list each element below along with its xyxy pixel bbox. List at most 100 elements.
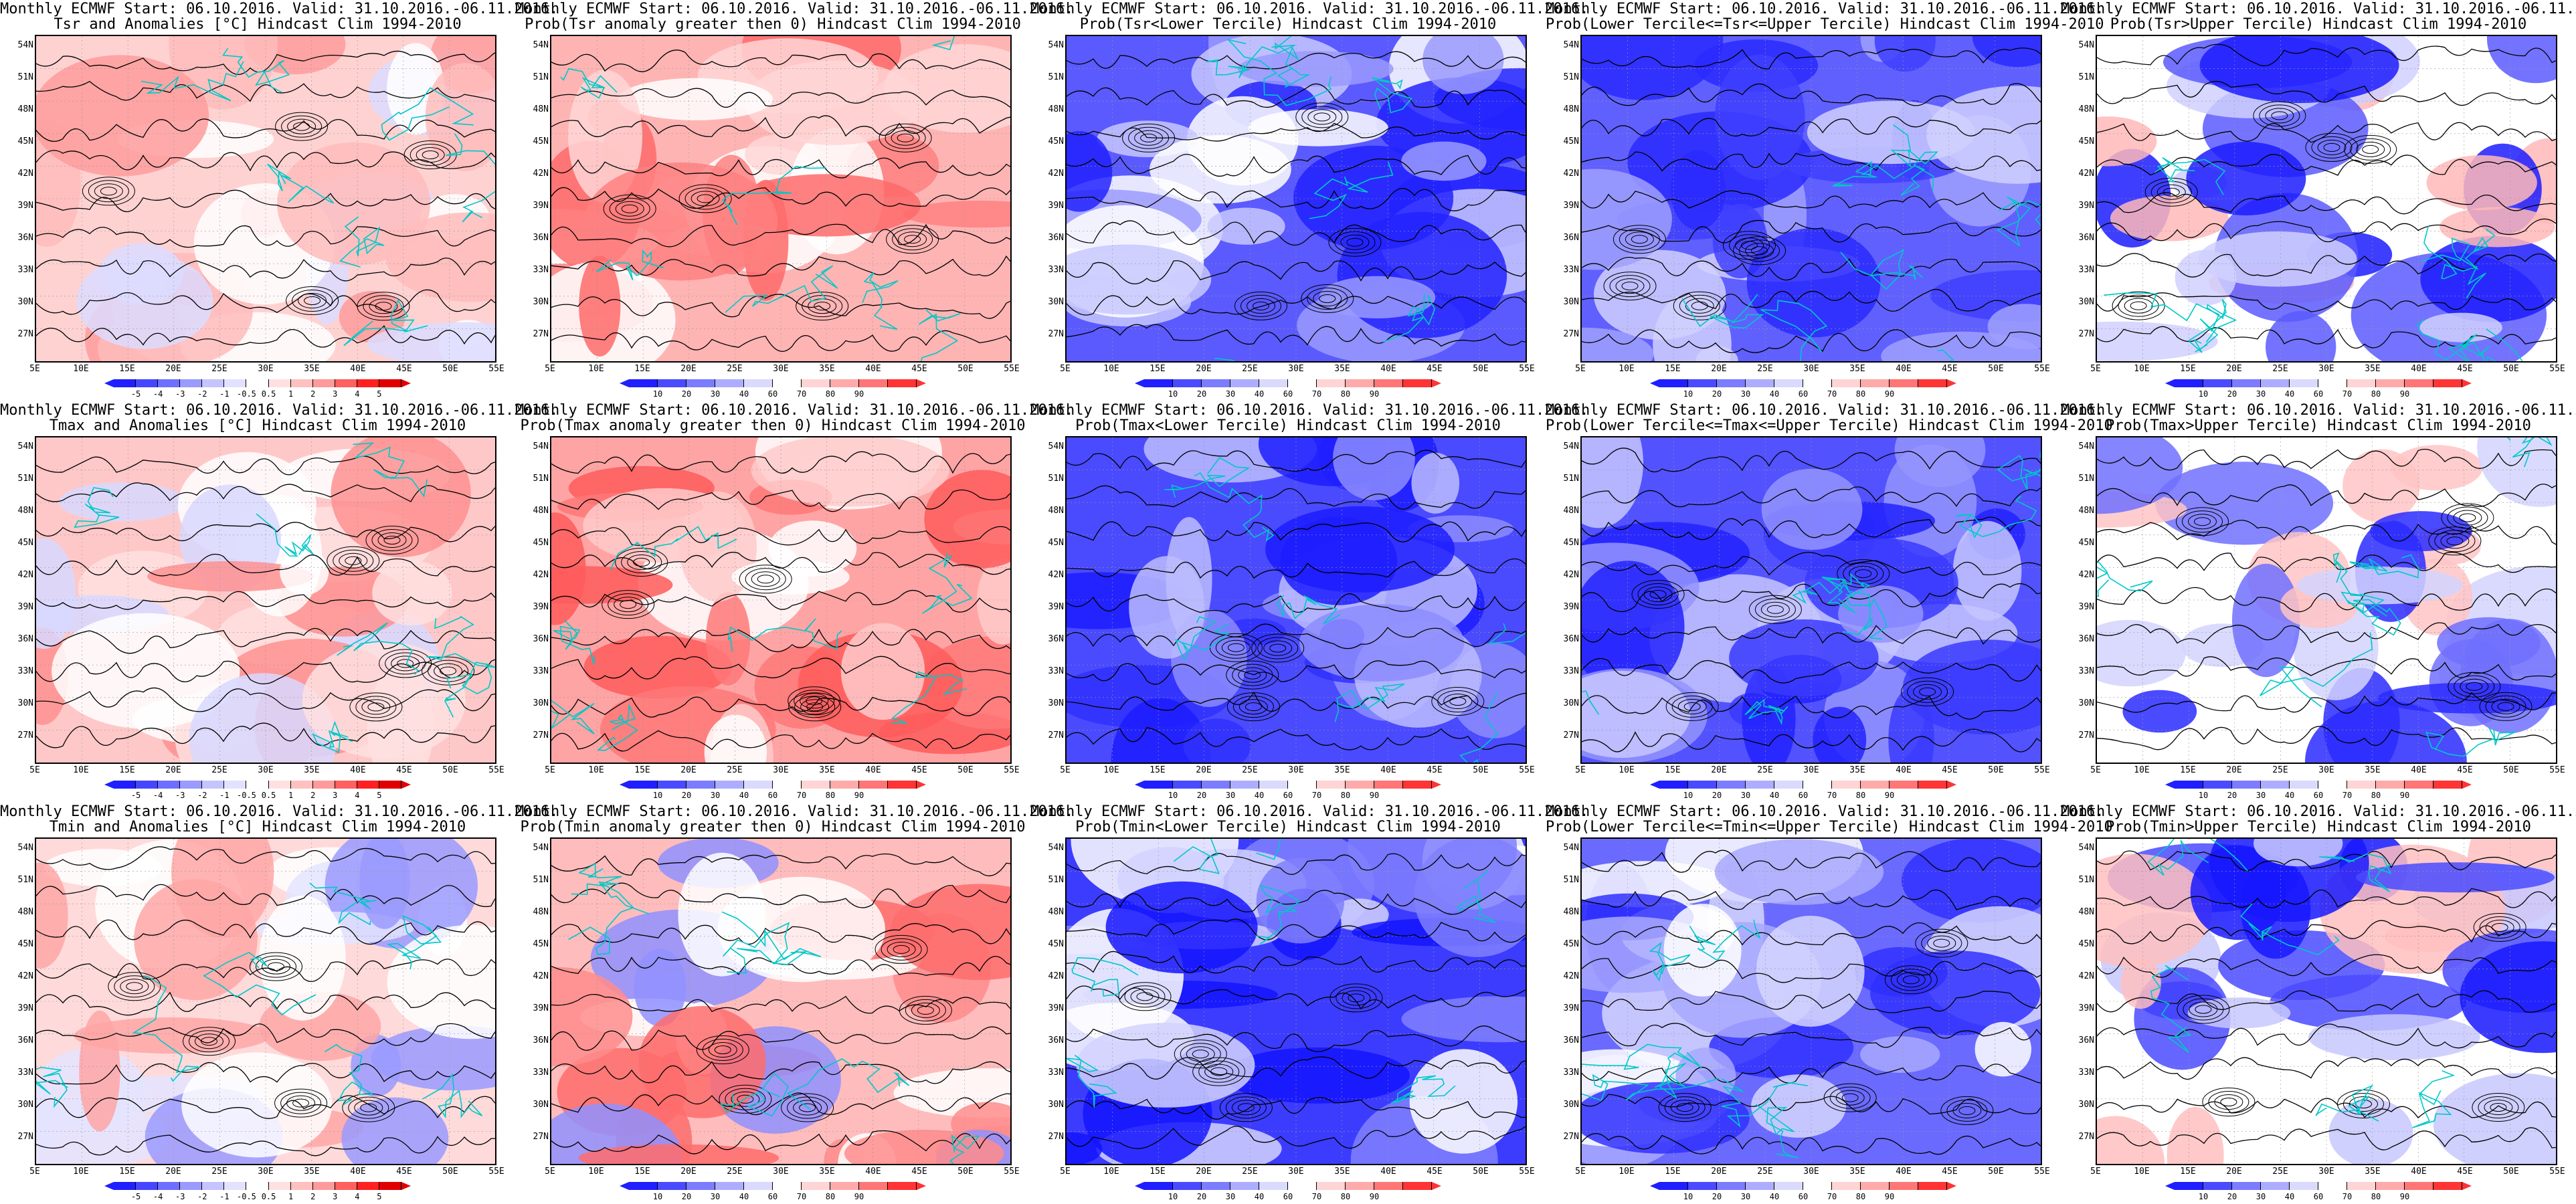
panel-title-line1: Monthly ECMWF Start: 06.10.2016. Valid: … bbox=[0, 402, 559, 419]
latitude-label: 30N bbox=[533, 698, 549, 708]
map-canvas bbox=[36, 437, 495, 763]
map-area bbox=[35, 837, 496, 1165]
colorbar-segment bbox=[290, 781, 313, 789]
contour-line bbox=[1067, 1025, 1526, 1052]
colorbar-tick-label: 2 bbox=[310, 791, 316, 800]
latitude-label: 54N bbox=[2078, 40, 2094, 50]
longitude-label: 5E bbox=[2090, 765, 2101, 775]
contour-line bbox=[2097, 551, 2556, 573]
terrain-contour bbox=[1204, 1064, 1234, 1080]
terrain-contour bbox=[1301, 106, 1343, 128]
contour-line bbox=[36, 687, 495, 712]
latitude-label: 39N bbox=[1563, 201, 1579, 211]
contour-line bbox=[1582, 151, 2041, 172]
shaded-region bbox=[579, 256, 621, 357]
colorbar-tick-label: 90 bbox=[1369, 791, 1380, 800]
terrain-contour bbox=[615, 201, 644, 217]
terrain-contour bbox=[369, 298, 398, 314]
contour-line bbox=[2097, 448, 2556, 471]
latitude-label: 48N bbox=[1563, 104, 1579, 114]
latitude-label: 30N bbox=[1563, 297, 1579, 307]
shaded-region bbox=[1972, 36, 2041, 68]
longitude-label: 55E bbox=[2549, 1167, 2565, 1177]
colorbar-segment bbox=[2433, 1182, 2462, 1190]
latitude-label: 33N bbox=[1563, 666, 1579, 676]
coastline bbox=[325, 1043, 373, 1106]
terrain-contour bbox=[201, 1037, 217, 1046]
terrain-contour bbox=[397, 659, 414, 668]
terrain-contour bbox=[416, 147, 445, 163]
terrain-contour bbox=[1952, 1102, 1982, 1118]
shaded-region bbox=[1401, 141, 1487, 181]
latitude-label: 27N bbox=[1563, 730, 1579, 740]
longitude-label: 35E bbox=[1849, 1167, 1865, 1177]
shaded-region bbox=[584, 162, 777, 281]
map-canvas bbox=[551, 437, 1010, 763]
colorbar-tick-label: 60 bbox=[767, 389, 778, 399]
latitude-label: 48N bbox=[533, 506, 549, 516]
contour-line bbox=[1582, 552, 2041, 576]
colorbar-segment bbox=[715, 1182, 744, 1190]
colorbar-tick-label: -0.5 bbox=[237, 791, 256, 800]
longitude-label: 40E bbox=[350, 1167, 366, 1177]
colorbar-segment bbox=[290, 379, 313, 387]
colorbar-tick-label: 3 bbox=[333, 389, 338, 399]
terrain-contour bbox=[1751, 246, 1768, 256]
shaded-region bbox=[2440, 207, 2555, 247]
colorbar-tick-label: 40 bbox=[739, 791, 749, 800]
coastline bbox=[2332, 553, 2387, 617]
latitude-label: 27N bbox=[17, 1132, 33, 1142]
contour-line bbox=[551, 1026, 1010, 1051]
shaded-region bbox=[2420, 235, 2556, 322]
contour-line bbox=[551, 956, 1010, 976]
shaded-region bbox=[359, 839, 410, 929]
panel-title-line2: Prob(Lower Tercile<=Tmax<=Upper Tercile)… bbox=[1546, 417, 2113, 434]
panel-title-line2: Prob(Tsr anomaly greater then 0) Hindcas… bbox=[525, 16, 1021, 33]
coastline bbox=[1175, 616, 1230, 662]
colorbar-segment bbox=[246, 1182, 269, 1190]
terrain-contour bbox=[621, 551, 662, 573]
map-area bbox=[2096, 35, 2557, 363]
colorbar-tick-label: 90 bbox=[1884, 791, 1895, 800]
colorbar-tick-label: 70 bbox=[1827, 389, 1837, 399]
map-panel: Monthly ECMWF Start: 06.10.2016. Valid: … bbox=[515, 0, 1073, 401]
longitude-label: 45E bbox=[1942, 364, 1958, 374]
terrain-contour bbox=[1237, 1103, 1255, 1112]
coastline bbox=[1071, 957, 1139, 997]
contour-line bbox=[1582, 288, 2041, 312]
longitude-label: 30E bbox=[258, 364, 274, 374]
colorbar-segment bbox=[859, 1182, 888, 1190]
terrain-contour bbox=[286, 1095, 316, 1111]
panel-title-line2: Prob(Tsr<Lower Tercile) Hindcast Clim 19… bbox=[1079, 16, 1497, 33]
terrain-contour bbox=[1210, 1067, 1228, 1076]
colorbar-segment bbox=[2347, 781, 2376, 789]
latitude-label: 39N bbox=[1048, 201, 1064, 211]
latitude-label: 42N bbox=[1563, 570, 1579, 580]
latitude-label: 42N bbox=[2078, 971, 2094, 981]
colorbar-tick-label: 40 bbox=[739, 389, 749, 399]
longitude-label: 40E bbox=[2411, 1167, 2427, 1177]
colorbar-tick-label: 70 bbox=[1827, 1192, 1837, 1201]
colorbar-segment bbox=[2175, 379, 2203, 387]
terrain-contour bbox=[120, 979, 149, 995]
colorbar-segment bbox=[1374, 781, 1403, 789]
latitude-label: 42N bbox=[2078, 169, 2094, 179]
shaded-region bbox=[1881, 331, 2041, 361]
latitude-label: 48N bbox=[1563, 907, 1579, 917]
terrain-contour bbox=[1670, 1100, 1699, 1116]
contour-line bbox=[2097, 622, 2556, 644]
longitude-label: 25E bbox=[2272, 765, 2288, 775]
coastline bbox=[1997, 449, 2041, 490]
map-canvas bbox=[1582, 839, 2041, 1164]
panel-title-line1: Monthly ECMWF Start: 06.10.2016. Valid: … bbox=[515, 402, 1074, 419]
latitude-label: 48N bbox=[1048, 104, 1064, 114]
colorbar-max-arrow bbox=[917, 379, 926, 387]
latitude-label: 27N bbox=[17, 730, 33, 740]
shaded-region bbox=[1333, 437, 1415, 500]
terrain-contour bbox=[2194, 517, 2211, 526]
panel-title-line2: Tmin and Anomalies [°C] Hindcast Clim 19… bbox=[49, 819, 466, 835]
longitude-label: 45E bbox=[911, 1167, 927, 1177]
colorbar-segment bbox=[268, 1182, 291, 1190]
colorbar-segment bbox=[1918, 1182, 1947, 1190]
colorbar-segment bbox=[202, 781, 225, 789]
